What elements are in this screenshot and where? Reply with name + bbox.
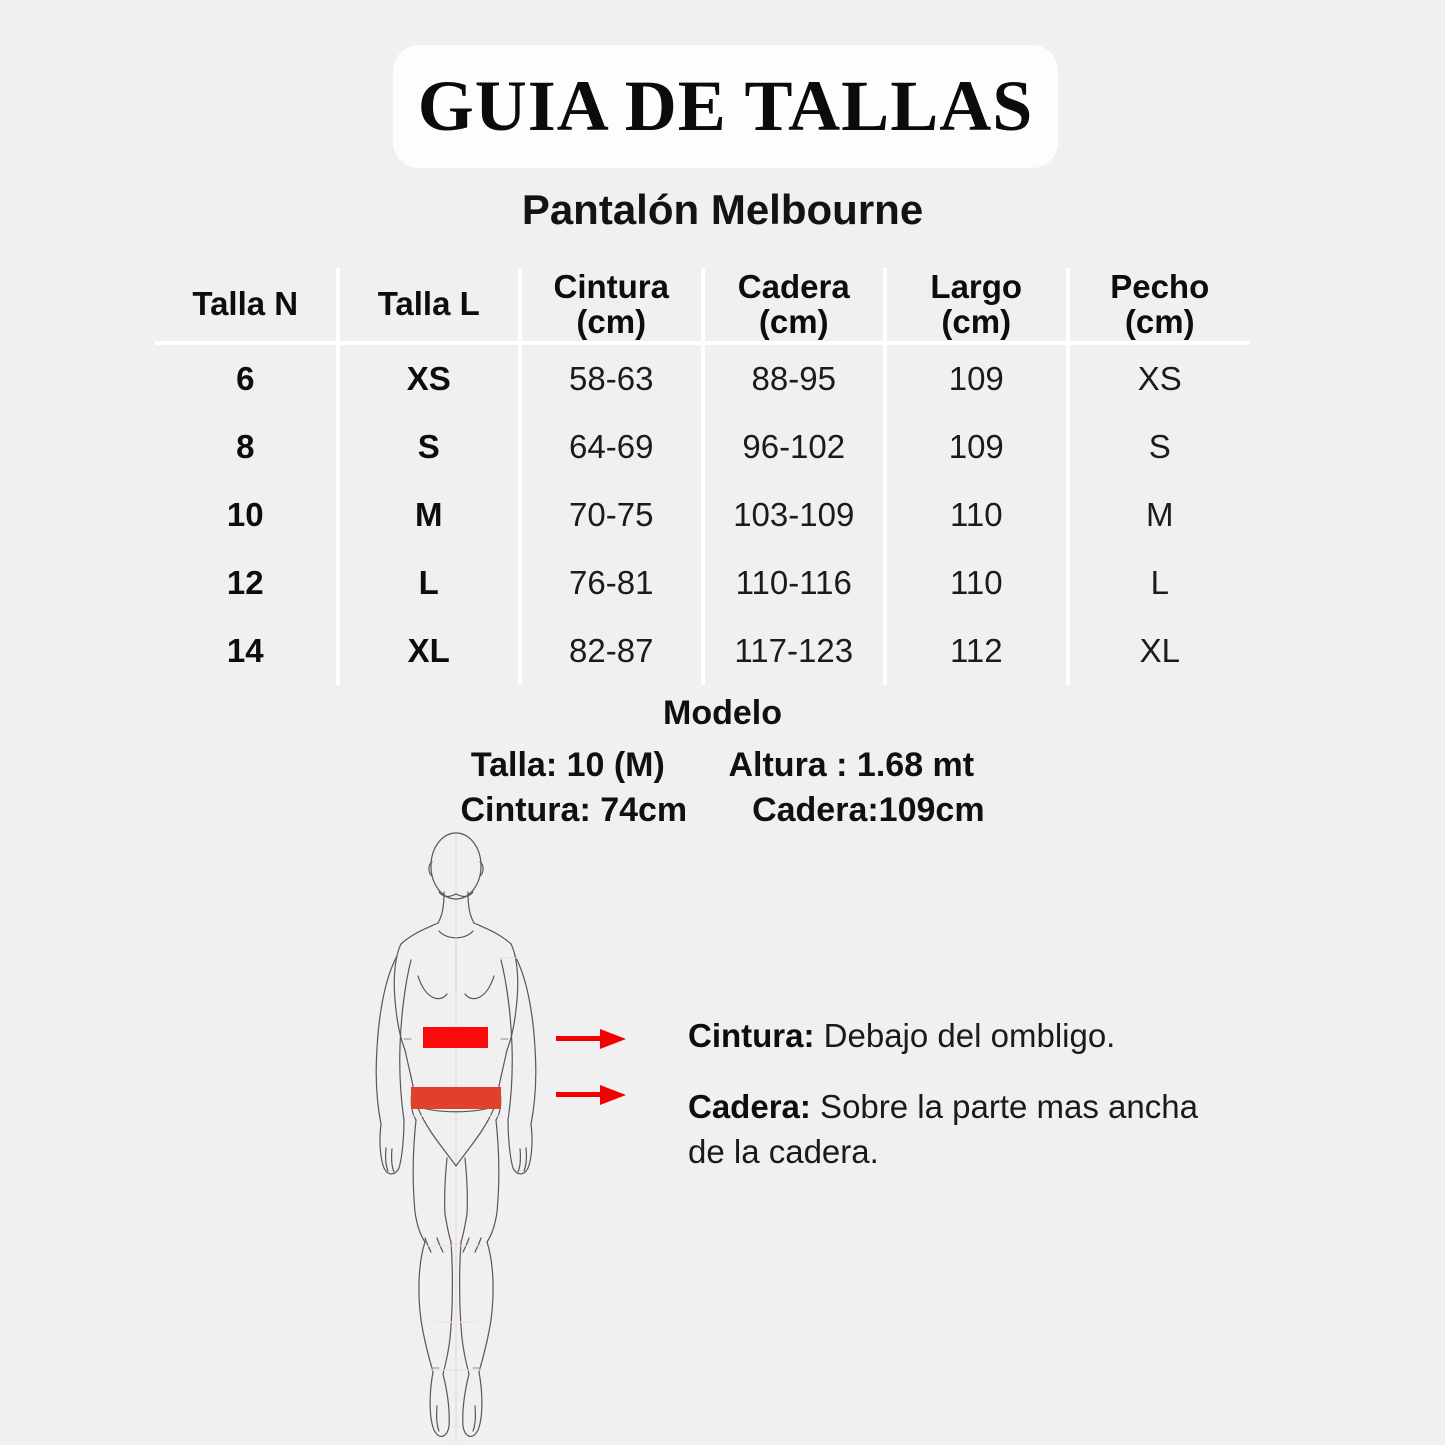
product-name: Pantalón Melbourne <box>521 186 924 233</box>
model-cintura: Cintura: 74cm <box>460 790 688 829</box>
column-header-talla-l: Talla L <box>335 268 520 345</box>
waist-band <box>423 1027 488 1048</box>
hip-arrow-icon <box>556 1082 626 1108</box>
cell-cadera: 88-95 <box>700 343 885 413</box>
column-header-pecho: Pecho (cm) <box>1065 268 1250 345</box>
size-table-header: Talla N Talla L Cintura (cm) Cadera (cm) <box>155 268 1250 345</box>
cell-talla-n: 6 <box>236 360 255 397</box>
table-header-row: Talla N Talla L Cintura (cm) Cadera (cm) <box>155 268 1250 345</box>
cell-talla-l: M <box>335 481 520 549</box>
table-row: 14 XL 82-87 117-123 112 XL <box>155 617 1250 685</box>
size-table-body: 6 XS 58-63 88-95 109 XS 8 S 64-69 96-102… <box>155 343 1250 685</box>
cell-cintura: 82-87 <box>518 617 703 685</box>
cell-talla-n: 10 <box>226 496 264 533</box>
cell-talla-n: 8 <box>236 428 255 465</box>
model-row-2: Cintura: 74cm Cadera:109cm <box>0 788 1445 833</box>
cell-pecho: S <box>1065 413 1250 481</box>
table-row: 6 XS 58-63 88-95 109 XS <box>155 343 1250 413</box>
cell-pecho: L <box>1065 549 1250 617</box>
model-heading: Modelo <box>663 694 782 732</box>
cell-cadera: 117-123 <box>700 617 885 685</box>
legend-item-cadera: Cadera: Sobre la parte mas ancha de la c… <box>688 1085 1208 1175</box>
cell-cintura: 76-81 <box>518 549 703 617</box>
cell-pecho: M <box>1065 481 1250 549</box>
legend-item-cintura: Cintura: Debajo del ombligo. <box>688 1014 1208 1059</box>
mannequin-figure <box>355 828 605 1445</box>
column-header-talla-n: Talla N <box>155 268 338 345</box>
cell-talla-n: 14 <box>226 632 264 669</box>
cell-cadera: 103-109 <box>700 481 885 549</box>
model-altura: Altura : 1.68 mt <box>728 746 975 784</box>
cell-talla-n: 12 <box>226 564 264 601</box>
legend-term-cadera: Cadera: <box>688 1087 811 1125</box>
table-row: 8 S 64-69 96-102 109 S <box>155 413 1250 481</box>
cell-largo: 110 <box>883 549 1068 617</box>
legend-text-cadera: Sobre la parte mas ancha de la cadera. <box>688 1087 1198 1170</box>
cell-cadera: 96-102 <box>700 413 885 481</box>
cell-talla-l: L <box>335 549 520 617</box>
table-row: 10 M 70-75 103-109 110 M <box>155 481 1250 549</box>
cell-largo: 109 <box>883 343 1068 413</box>
model-row-1: Talla: 10 (M) Altura : 1.68 mt <box>0 743 1445 788</box>
measurement-legend: Cintura: Debajo del ombligo. Cadera: Sob… <box>688 1014 1208 1175</box>
cell-pecho: XL <box>1065 617 1250 685</box>
model-cadera: Cadera:109cm <box>752 790 985 829</box>
size-table: Talla N Talla L Cintura (cm) Cadera (cm) <box>155 268 1250 685</box>
legend-term-cintura: Cintura: <box>688 1017 815 1054</box>
cell-largo: 109 <box>883 413 1068 481</box>
title-card: GUIA DE TALLAS <box>393 45 1058 168</box>
table-row: 12 L 76-81 110-116 110 L <box>155 549 1250 617</box>
hip-band <box>411 1087 501 1109</box>
size-table-container: Talla N Talla L Cintura (cm) Cadera (cm) <box>155 268 1250 685</box>
cell-talla-l: XL <box>335 617 520 685</box>
cell-talla-l: XS <box>335 343 520 413</box>
cell-pecho: XS <box>1065 343 1250 413</box>
cell-largo: 110 <box>883 481 1068 549</box>
cell-talla-l: S <box>335 413 520 481</box>
cell-largo: 112 <box>883 617 1068 685</box>
column-header-cadera: Cadera (cm) <box>700 268 885 345</box>
page-title: GUIA DE TALLAS <box>417 66 1034 146</box>
waist-arrow-icon <box>556 1026 626 1052</box>
cell-cintura: 58-63 <box>518 343 703 413</box>
model-talla: Talla: 10 (M) <box>470 746 665 784</box>
cell-cintura: 70-75 <box>518 481 703 549</box>
cell-cadera: 110-116 <box>700 549 885 617</box>
cell-cintura: 64-69 <box>518 413 703 481</box>
column-header-cintura: Cintura (cm) <box>518 268 703 345</box>
legend-text-cintura: Debajo del ombligo. <box>814 1017 1116 1054</box>
model-info: Modelo Talla: 10 (M) Altura : 1.68 mt Ci… <box>0 694 1445 833</box>
column-header-largo: Largo (cm) <box>883 268 1068 345</box>
